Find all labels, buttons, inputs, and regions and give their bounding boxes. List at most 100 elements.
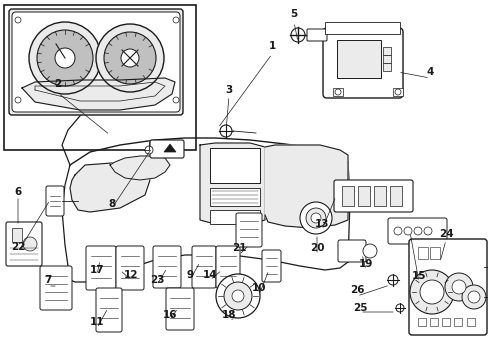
Bar (209, 210, 260, 224)
FancyBboxPatch shape (408, 239, 486, 335)
Text: 8: 8 (108, 199, 115, 209)
Circle shape (393, 227, 401, 235)
Circle shape (231, 290, 244, 302)
Text: 11: 11 (90, 317, 104, 327)
Text: 9: 9 (186, 270, 193, 280)
Circle shape (29, 22, 101, 94)
Text: 16: 16 (163, 310, 177, 320)
Circle shape (15, 17, 21, 23)
FancyBboxPatch shape (9, 9, 183, 115)
Bar (389, 186, 401, 206)
Circle shape (15, 97, 21, 103)
Bar (382, 47, 390, 55)
Bar (429, 247, 439, 259)
Bar (466, 318, 474, 326)
FancyBboxPatch shape (40, 266, 72, 310)
Circle shape (37, 30, 93, 86)
Text: 25: 25 (352, 303, 366, 313)
Text: 3: 3 (225, 85, 232, 95)
Polygon shape (264, 145, 347, 228)
Polygon shape (200, 143, 264, 224)
Text: 2: 2 (54, 79, 61, 89)
Circle shape (216, 274, 260, 318)
Text: 18: 18 (221, 310, 236, 320)
Text: 1: 1 (268, 41, 275, 51)
Text: 24: 24 (438, 229, 452, 239)
Polygon shape (163, 144, 176, 152)
Text: 21: 21 (231, 243, 246, 253)
Text: 7: 7 (44, 275, 52, 285)
Text: 26: 26 (349, 285, 364, 295)
Text: 19: 19 (358, 259, 372, 269)
Circle shape (96, 24, 163, 92)
Circle shape (444, 273, 472, 301)
FancyBboxPatch shape (333, 180, 412, 212)
FancyBboxPatch shape (150, 140, 183, 158)
Circle shape (423, 227, 431, 235)
Circle shape (224, 282, 251, 310)
Circle shape (173, 17, 179, 23)
Text: 10: 10 (251, 283, 265, 293)
Bar (429, 318, 437, 326)
FancyBboxPatch shape (262, 250, 281, 282)
Circle shape (362, 244, 376, 258)
Text: 4: 4 (426, 67, 433, 77)
Text: 17: 17 (89, 265, 104, 275)
FancyBboxPatch shape (165, 288, 194, 330)
Bar (332, 88, 342, 96)
Circle shape (23, 237, 37, 251)
Circle shape (334, 89, 340, 95)
Bar (373, 186, 385, 206)
Bar (209, 188, 260, 206)
FancyBboxPatch shape (96, 288, 122, 332)
Circle shape (413, 227, 421, 235)
FancyBboxPatch shape (46, 186, 64, 216)
FancyBboxPatch shape (116, 246, 143, 290)
Bar (382, 63, 390, 71)
Bar (12, 228, 22, 242)
Bar (357, 186, 369, 206)
FancyBboxPatch shape (86, 246, 116, 290)
Circle shape (145, 146, 153, 154)
Circle shape (310, 213, 320, 223)
Text: 15: 15 (411, 271, 426, 281)
Bar (4, 5, 196, 150)
Circle shape (451, 280, 465, 294)
FancyBboxPatch shape (306, 29, 326, 41)
Polygon shape (22, 78, 175, 110)
Circle shape (55, 48, 75, 68)
Text: 6: 6 (14, 187, 21, 197)
FancyBboxPatch shape (216, 246, 240, 288)
Circle shape (121, 49, 139, 67)
Circle shape (305, 208, 325, 228)
Circle shape (104, 32, 156, 84)
Polygon shape (70, 162, 150, 212)
Text: 14: 14 (202, 270, 217, 280)
Text: 5: 5 (290, 9, 297, 19)
Polygon shape (110, 156, 170, 180)
FancyBboxPatch shape (323, 28, 402, 98)
Bar (417, 247, 427, 259)
FancyBboxPatch shape (6, 222, 42, 266)
Circle shape (467, 291, 479, 303)
FancyBboxPatch shape (337, 240, 365, 262)
Bar (341, 186, 353, 206)
Circle shape (395, 304, 403, 312)
Text: 23: 23 (149, 275, 164, 285)
Circle shape (290, 28, 305, 42)
Circle shape (173, 97, 179, 103)
FancyBboxPatch shape (153, 246, 181, 288)
Circle shape (461, 285, 485, 309)
Bar (392, 88, 402, 96)
FancyBboxPatch shape (387, 218, 446, 244)
Text: 20: 20 (309, 243, 324, 253)
FancyBboxPatch shape (192, 246, 216, 288)
Bar (441, 318, 449, 326)
Circle shape (220, 125, 231, 137)
Bar (209, 148, 260, 183)
Bar (336, 40, 380, 78)
Circle shape (419, 280, 443, 304)
FancyBboxPatch shape (236, 213, 262, 247)
Circle shape (403, 227, 411, 235)
Bar (325, 22, 399, 34)
